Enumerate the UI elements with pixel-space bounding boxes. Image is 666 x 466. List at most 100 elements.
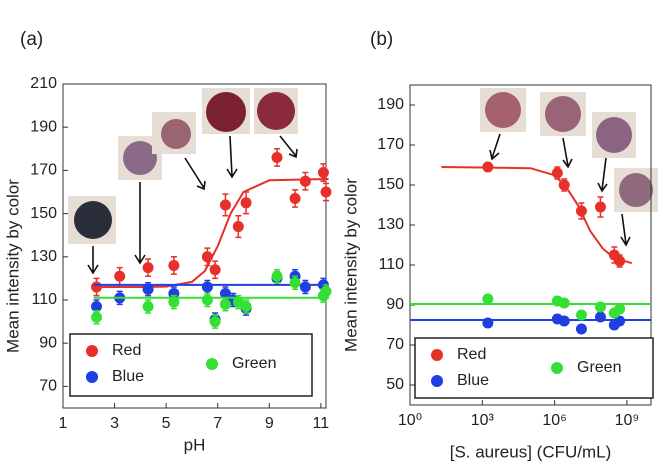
legend-label: Red <box>457 346 486 363</box>
legend-marker <box>431 349 443 361</box>
x-axis-label: pH <box>184 435 206 454</box>
point <box>594 311 606 323</box>
point <box>201 251 213 263</box>
point <box>299 175 311 187</box>
y-tick-label: 90 <box>39 334 57 351</box>
point <box>168 259 180 271</box>
point <box>219 288 231 300</box>
x-tick-label: 7 <box>213 415 222 432</box>
point <box>219 199 231 211</box>
point <box>594 301 606 313</box>
x-tick-label: 10⁹ <box>615 412 640 429</box>
point <box>482 293 494 305</box>
x-tick-label: 10⁶ <box>542 412 566 429</box>
point <box>575 323 587 335</box>
arrow <box>87 246 99 275</box>
y-tick-label: 170 <box>377 136 404 153</box>
legend-label: Blue <box>112 368 144 385</box>
photos <box>68 88 658 244</box>
point <box>551 167 563 179</box>
arrow <box>562 137 573 169</box>
point <box>209 264 221 276</box>
point <box>168 296 180 308</box>
point <box>575 205 587 217</box>
panel-label: (b) <box>370 29 393 50</box>
y-axis-label: Mean intensity by color <box>341 178 360 352</box>
x-tick-label: 9 <box>265 415 274 432</box>
droplet <box>619 173 653 207</box>
point <box>558 315 570 327</box>
droplet <box>123 141 157 175</box>
y-tick-label: 110 <box>378 256 404 273</box>
legend-marker <box>206 358 218 370</box>
point <box>142 262 154 274</box>
arrow <box>597 157 608 193</box>
y-tick-label: 130 <box>30 248 57 265</box>
arrow <box>184 157 206 191</box>
arrow <box>134 182 146 265</box>
droplet <box>545 96 581 132</box>
point <box>114 270 126 282</box>
point <box>219 298 231 310</box>
point <box>142 283 154 295</box>
legend-box <box>69 333 313 397</box>
arrow <box>489 133 501 161</box>
y-tick-label: 210 <box>30 75 57 92</box>
point <box>317 167 329 179</box>
point <box>271 270 283 282</box>
legend-label: Red <box>112 342 141 359</box>
legend-marker <box>86 371 98 383</box>
point <box>320 285 332 297</box>
point <box>240 300 252 312</box>
droplet <box>161 119 191 149</box>
legend-label: Green <box>577 359 621 376</box>
droplet <box>257 92 295 130</box>
arrow <box>279 135 298 159</box>
y-tick-label: 190 <box>30 118 57 135</box>
point <box>614 315 626 327</box>
y-tick-label: 70 <box>39 378 57 395</box>
x-tick-label: 5 <box>162 415 171 432</box>
point <box>320 186 332 198</box>
y-tick-label: 130 <box>377 216 404 233</box>
plot-frame <box>62 83 327 409</box>
point <box>201 294 213 306</box>
y-tick-label: 70 <box>386 336 404 353</box>
point <box>209 316 221 328</box>
plot-frame <box>409 84 652 406</box>
point <box>558 179 570 191</box>
point <box>142 300 154 312</box>
y-tick-label: 150 <box>30 205 57 222</box>
y-tick-label: 90 <box>386 296 404 313</box>
x-tick-label: 3 <box>110 415 119 432</box>
point <box>594 201 606 213</box>
x-axis-label: [S. aureus] (CFU/mL) <box>450 442 612 461</box>
point <box>232 221 244 233</box>
legend-label: Blue <box>457 372 489 389</box>
point <box>271 151 283 163</box>
point <box>614 255 626 267</box>
point <box>91 311 103 323</box>
droplet <box>74 201 112 239</box>
legend-marker <box>551 362 563 374</box>
point <box>482 317 494 329</box>
point <box>289 192 301 204</box>
x-tick-label: 11 <box>313 415 330 432</box>
point <box>91 281 103 293</box>
y-tick-label: 50 <box>386 376 404 393</box>
legend-marker <box>86 345 98 357</box>
y-tick-label: 190 <box>377 96 404 113</box>
point <box>91 300 103 312</box>
fit-line <box>93 178 329 288</box>
panel-label: (a) <box>20 29 43 50</box>
droplet <box>206 92 246 132</box>
x-tick-label: 1 <box>59 415 68 432</box>
y-tick-label: 170 <box>30 162 57 179</box>
droplet <box>596 117 632 153</box>
arrow <box>620 213 631 247</box>
legend-marker <box>431 375 443 387</box>
point <box>289 277 301 289</box>
arrows <box>87 133 631 275</box>
point <box>299 281 311 293</box>
